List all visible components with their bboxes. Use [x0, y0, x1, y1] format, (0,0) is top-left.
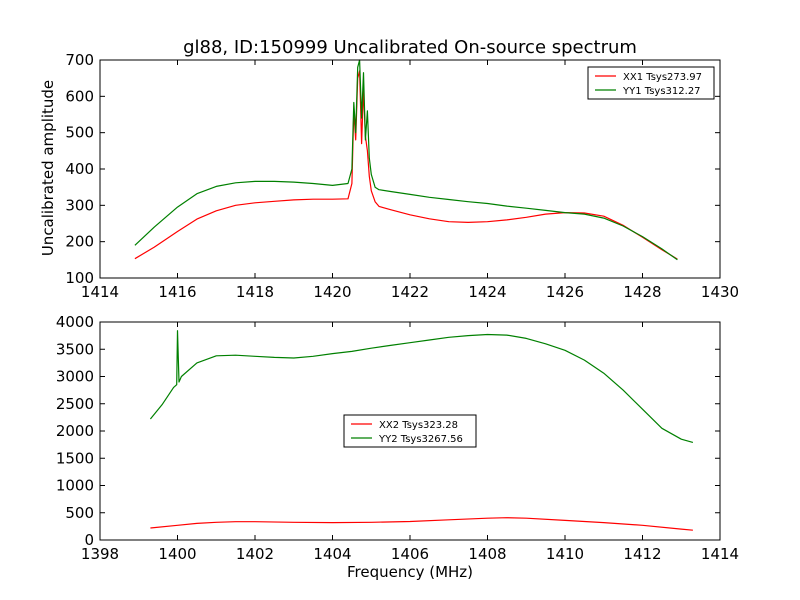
- y-axis-label-top: Uncalibrated amplitude: [39, 80, 57, 256]
- y-tick-label: 1500: [56, 449, 94, 467]
- y-tick-label: 3500: [56, 340, 94, 358]
- y-tick-label: 1000: [56, 477, 94, 495]
- x-tick-label: 1416: [158, 283, 196, 301]
- x-tick-label: 1414: [81, 283, 119, 301]
- x-tick-label: 1408: [468, 545, 506, 563]
- legend-box: [587, 66, 715, 100]
- y-tick-label: 500: [65, 124, 94, 142]
- x-tick-label: 1430: [701, 283, 739, 301]
- x-tick-label: 1414: [701, 545, 739, 563]
- y-tick-label: 2500: [56, 395, 94, 413]
- x-tick-label: 1404: [313, 545, 351, 563]
- y-tick-label: 2000: [56, 422, 94, 440]
- y-tick-label: 200: [65, 233, 94, 251]
- x-tick-label: 1402: [236, 545, 274, 563]
- top-plot: 1414 1416 1418 1420 1422 1424 1426 1428 1430 100 2…: [65, 51, 739, 301]
- y-tick-label: 400: [65, 160, 94, 178]
- bottom-plot: 1398 1400 1402 1404 1406 1408 1410 1412 1414 0 500…: [56, 313, 739, 563]
- x-tick-label: 1420: [313, 283, 351, 301]
- x-axis-label-bottom: Frequency (MHz): [347, 563, 473, 581]
- y-tick-label: 4000: [56, 313, 94, 331]
- series-line-2: [149, 330, 694, 443]
- y-tick-label: 600: [65, 87, 94, 105]
- x-tick-label: 1426: [546, 283, 584, 301]
- x-tick-label: 1412: [623, 545, 661, 563]
- x-tick-label: 1398: [81, 545, 119, 563]
- y-tick-label: 300: [65, 196, 94, 214]
- y-tick-label: 0: [84, 531, 94, 549]
- legend-label: XX1 Tsys273.97: [623, 72, 702, 83]
- chart-title: gl88, ID:150999 Uncalibrated On-source s…: [183, 37, 637, 58]
- y-tick-label: 100: [65, 269, 94, 287]
- x-tick-label: 1410: [546, 545, 584, 563]
- legend-label: YY1 Tsys312.27: [622, 86, 701, 97]
- x-tick-label: 1406: [391, 545, 429, 563]
- x-tick-label: 1400: [158, 545, 196, 563]
- legend-label: YY2 Tsys3267.56: [378, 434, 463, 445]
- x-tick-label: 1418: [236, 283, 274, 301]
- legend-label: XX2 Tsys323.28: [379, 420, 458, 431]
- y-tick-label: 700: [65, 51, 94, 69]
- x-tick-label: 1424: [468, 283, 506, 301]
- y-tick-label: 3000: [56, 368, 94, 386]
- series-line-2: [134, 59, 678, 261]
- series-line-1: [150, 517, 693, 531]
- series-line-1: [134, 70, 678, 260]
- x-tick-label: 1428: [623, 283, 661, 301]
- y-tick-label: 500: [65, 504, 94, 522]
- legend-box: [343, 414, 477, 448]
- x-tick-label: 1422: [391, 283, 429, 301]
